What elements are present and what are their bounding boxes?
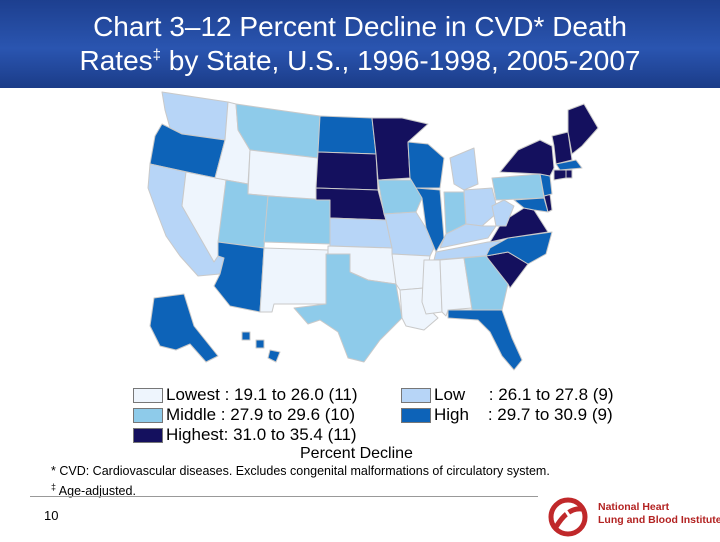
state-pa — [491, 173, 545, 201]
footer-divider — [30, 496, 538, 497]
us-state-map — [147, 91, 599, 371]
footnotes: * CVD: Cardiovascular diseases. Excludes… — [51, 463, 550, 499]
legend-swatch-low — [401, 388, 431, 403]
footnote-cvd-mark: * — [51, 464, 56, 478]
state-md — [513, 197, 549, 213]
state-co — [263, 195, 331, 245]
state-hi-2 — [255, 339, 265, 349]
state-ks — [329, 217, 393, 249]
footnote-age-text: Age-adjusted. — [56, 484, 136, 499]
state-hi — [241, 331, 251, 341]
legend-swatch-high — [401, 408, 431, 423]
state-ms — [421, 259, 443, 315]
nhlbi-logo-icon — [548, 497, 588, 537]
legend-label-lowest: Lowest : 19.1 to 26.0 (11) — [166, 385, 358, 404]
state-az — [213, 241, 265, 313]
state-nc — [485, 231, 553, 265]
nhlbi-logo-text: National Heart Lung and Blood Institute — [598, 501, 720, 527]
state-wy — [247, 149, 319, 201]
page-number: 10 — [44, 508, 59, 523]
title-line-2-post: by State, U.S., 1996-1998, 2005-2007 — [161, 45, 641, 76]
state-ia — [377, 179, 423, 215]
title-line-2: Rates‡ by State, U.S., 1996-1998, 2005-2… — [0, 44, 720, 78]
legend-swatch-lowest — [133, 388, 163, 403]
logo-line-2: Lung and Blood Institute — [598, 514, 720, 526]
state-ct — [553, 169, 567, 181]
legend-label-highest: Highest: 31.0 to 35.4 (11) — [166, 425, 357, 444]
state-sd — [315, 151, 379, 191]
state-mi — [449, 147, 479, 191]
footnote-age-mark: ‡ — [51, 482, 57, 492]
legend-label-low: Low : 26.1 to 27.8 (9) — [434, 385, 614, 404]
state-tx — [293, 253, 403, 363]
state-ak — [149, 293, 219, 363]
footnote-cvd: * CVD: Cardiovascular diseases. Excludes… — [51, 463, 550, 479]
legend-swatch-middle — [133, 408, 163, 423]
state-ny — [499, 139, 555, 177]
title-bar: Chart 3–12 Percent Decline in CVD* Death… — [0, 0, 720, 88]
state-wi — [407, 141, 445, 189]
state-wv — [491, 199, 515, 227]
page-title: Chart 3–12 Percent Decline in CVD* Death… — [0, 10, 720, 78]
legend-swatch-highest — [133, 428, 163, 443]
state-me — [567, 103, 599, 155]
state-oh — [463, 187, 499, 227]
footnote-age-adjusted: ‡ Age-adjusted. — [51, 479, 550, 499]
state-nd — [317, 115, 377, 155]
legend-label-high: High : 29.7 to 30.9 (9) — [434, 405, 613, 424]
logo-line-1: National Heart — [598, 501, 670, 513]
state-ma — [555, 159, 583, 171]
map-legend: Lowest : 19.1 to 26.0 (11) Low : 26.1 to… — [133, 385, 614, 444]
title-line-1: Chart 3–12 Percent Decline in CVD* Death — [93, 11, 627, 42]
nhlbi-logo: National Heart Lung and Blood Institute — [548, 497, 720, 537]
title-line-2-sup: ‡ — [152, 46, 162, 64]
state-fl — [447, 309, 523, 371]
legend-label-middle: Middle : 27.9 to 29.6 (10) — [166, 405, 356, 424]
legend-title: Percent Decline — [300, 445, 413, 462]
title-line-2-pre: Rates — [79, 45, 153, 76]
state-ga — [463, 255, 509, 311]
state-ri — [565, 169, 573, 179]
state-hi-3 — [267, 349, 281, 363]
state-nm — [259, 247, 329, 313]
footnote-cvd-text: CVD: Cardiovascular diseases. Excludes c… — [55, 464, 550, 478]
